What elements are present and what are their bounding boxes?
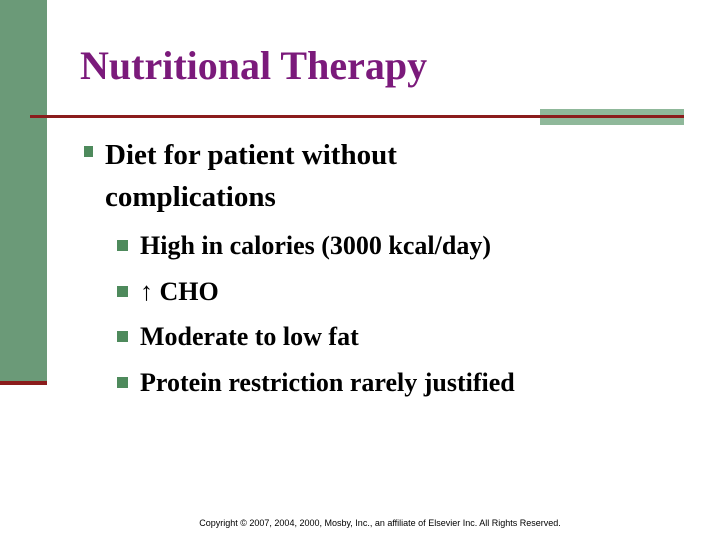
sub-bullet-marker [117, 377, 128, 388]
sub-bullet-text: High in calories (3000 kcal/day) [140, 231, 491, 260]
bullet-marker [84, 146, 93, 157]
sub-bullet-text: ↑ CHO [140, 277, 219, 306]
footer: Copyright © 2007, 2004, 2000, Mosby, Inc… [199, 518, 561, 528]
title-rule [30, 115, 684, 118]
sub-bullet-marker [117, 240, 128, 251]
sub-bullet-marker [117, 331, 128, 342]
bullet-text: Diet for patient without complications [105, 139, 397, 213]
side-bar [0, 0, 47, 382]
sub-bullet-text: Moderate to low fat [140, 322, 359, 351]
sub-bullet-text: Protein restriction rarely justified [140, 368, 515, 397]
side-bar-rule [0, 381, 47, 385]
sub-bullet-marker [117, 286, 128, 297]
slide-title: Nutritional Therapy [80, 43, 428, 88]
